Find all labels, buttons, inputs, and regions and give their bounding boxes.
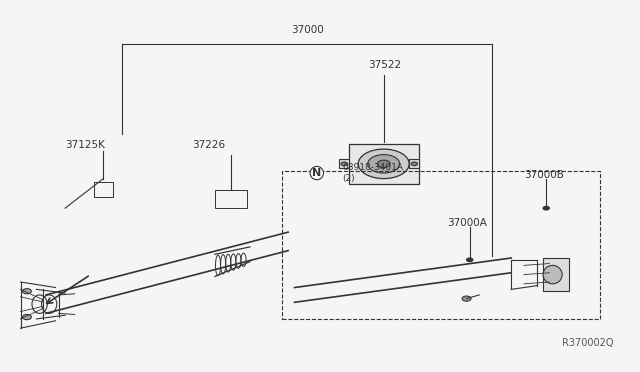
Ellipse shape	[22, 289, 31, 294]
Bar	[349, 144, 419, 184]
Text: 37000B: 37000B	[524, 170, 564, 180]
Text: 37226: 37226	[193, 140, 226, 150]
Ellipse shape	[543, 265, 562, 284]
Bar	[409, 160, 419, 168]
Ellipse shape	[467, 258, 473, 262]
Bar	[339, 160, 349, 168]
Ellipse shape	[378, 160, 390, 167]
Text: 37522: 37522	[368, 60, 401, 70]
Text: N: N	[312, 168, 321, 178]
Bar	[543, 258, 568, 291]
Ellipse shape	[462, 296, 471, 301]
Ellipse shape	[411, 162, 417, 166]
Ellipse shape	[358, 149, 409, 179]
Ellipse shape	[341, 162, 348, 166]
Text: 08918-3401A
(2): 08918-3401A (2)	[342, 163, 403, 183]
Text: 37125K: 37125K	[65, 140, 105, 150]
Text: R370002Q: R370002Q	[562, 339, 613, 349]
Text: 37000: 37000	[291, 25, 324, 35]
Ellipse shape	[543, 206, 549, 210]
Text: 37000A: 37000A	[447, 218, 487, 228]
Bar	[94, 182, 113, 197]
Ellipse shape	[368, 155, 399, 173]
Bar	[282, 171, 600, 319]
Ellipse shape	[22, 314, 31, 320]
Bar	[215, 190, 246, 208]
